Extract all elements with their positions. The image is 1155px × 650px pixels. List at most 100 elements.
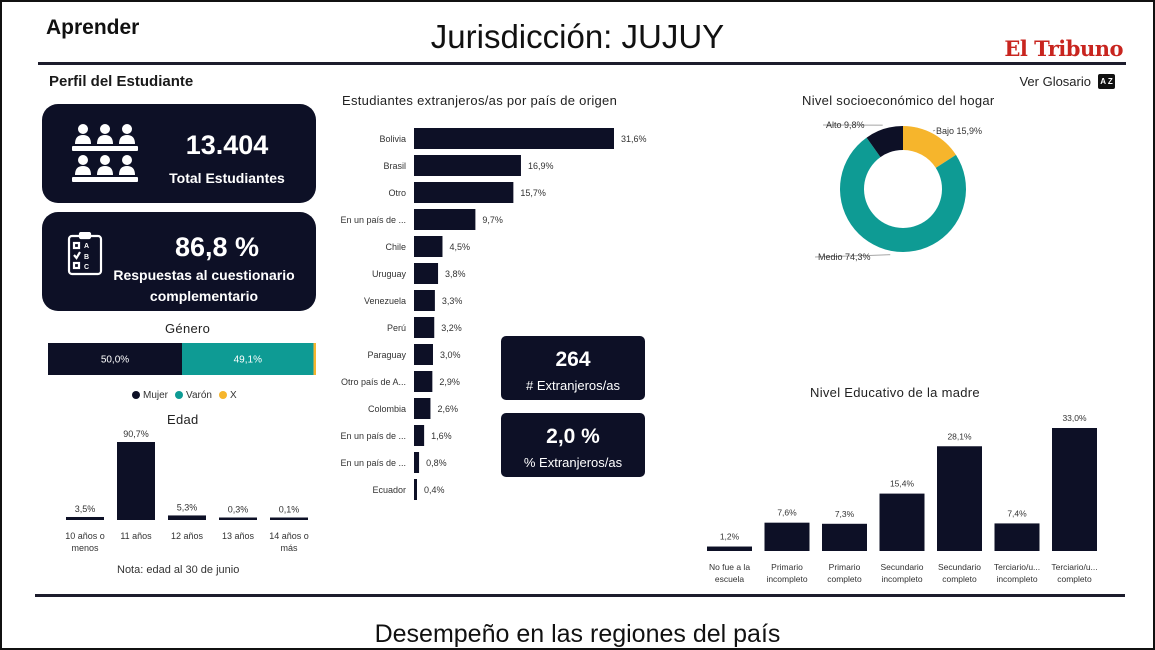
ses-slice-label: Medio 74,3% [818, 252, 871, 262]
mother-edu-tick-label: completo [942, 574, 977, 584]
mother-edu-tick-label: incompleto [881, 574, 922, 584]
foreign-category-label: En un país de ... [340, 431, 406, 441]
foreign-data-label: 4,5% [449, 242, 470, 252]
mother-edu-data-label: 15,4% [890, 479, 915, 489]
age-data-label: 90,7% [123, 429, 149, 439]
mother-edu-tick-label: incompleto [766, 574, 807, 584]
ses-donut-slice [903, 126, 956, 168]
foreign-data-label: 9,7% [482, 215, 503, 225]
foreign-bar [414, 371, 433, 392]
svg-text:A: A [84, 243, 89, 250]
foreign-bar [414, 425, 425, 446]
foreign-bar [414, 317, 435, 338]
gender-bar-segment [182, 343, 314, 375]
foreign-category-label: Ecuador [372, 485, 406, 495]
mother-edu-tick-label: Secundario [880, 562, 923, 572]
ses-chart-title: Nivel socioeconómico del hogar [802, 93, 995, 108]
foreign-data-label: 2,6% [437, 404, 458, 414]
age-chart: 3,5% 10 años o menos 90,7% 11 años 5,3% 12 año… [65, 429, 309, 553]
responses-card: A B C 86,8 % Respuestas al cuestionario … [42, 212, 316, 311]
age-tick-label: 10 años o [65, 531, 105, 541]
mother-edu-tick-label: completo [827, 574, 862, 584]
mother-edu-bar [707, 546, 752, 551]
mother-edu-bar [764, 522, 810, 551]
foreign-pct-card: 2,0 % % Extranjeros/as [501, 413, 645, 477]
foreign-category-label: Otro país de A... [341, 377, 406, 387]
svg-text:C: C [84, 264, 89, 271]
gender-chart-title: Género [165, 321, 211, 336]
age-tick-label: 11 años [120, 531, 152, 541]
mother-edu-bar [1052, 428, 1097, 551]
age-bar [66, 516, 104, 520]
gender-legend-label: Mujer [143, 389, 169, 401]
gender-data-label: 49,1% [234, 355, 262, 366]
age-tick-label: 13 años [222, 531, 255, 541]
mother-edu-tick-label: completo [1057, 574, 1092, 584]
foreign-bar [414, 344, 433, 365]
age-tick-label: menos [71, 543, 99, 553]
foreign-data-label: 31,6% [621, 134, 647, 144]
foreign-data-label: 3,2% [441, 323, 462, 333]
mother-edu-chart-title: Nivel Educativo de la madre [810, 385, 980, 400]
mother-edu-data-label: 7,4% [1007, 508, 1027, 518]
mother-edu-tick-label: Secundario [938, 562, 981, 572]
students-group-icon [72, 124, 138, 182]
ses-slice-label: Bajo 15,9% [936, 126, 982, 136]
mother-edu-tick-label: Primario [771, 562, 803, 572]
footer-title: Desempeño en las regiones del país [374, 620, 781, 648]
gender-legend-label: X [229, 389, 237, 401]
foreign-category-label: Uruguay [372, 269, 407, 279]
page-title: Jurisdicción: JUJUY [430, 18, 725, 55]
foreign-bar [414, 452, 420, 473]
ses-slice-label: Alto 9,8% [826, 120, 865, 130]
foreign-count-label: # Extranjeros/as [526, 378, 620, 393]
foreign-category-label: Paraguay [367, 350, 406, 360]
gender-legend-item: Varón [175, 390, 212, 401]
foreign-category-label: Colombia [368, 404, 406, 414]
age-bar [168, 515, 206, 520]
mother-edu-bar [879, 493, 925, 551]
gender-legend-label: Varón [186, 389, 212, 401]
legend-dot-icon [132, 391, 140, 399]
ses-leader-line [814, 254, 891, 258]
gender-legend: Mujer Varón X [132, 386, 312, 404]
age-data-label: 0,3% [228, 505, 249, 515]
foreign-data-label: 0,8% [426, 458, 447, 468]
foreign-data-label: 3,8% [445, 269, 466, 279]
foreign-category-label: Otro [388, 188, 406, 198]
mother-edu-tick-label: Terciario/u... [1051, 562, 1097, 572]
legend-dot-icon [218, 391, 227, 399]
glossary-link[interactable]: Ver Glosario A Z [1019, 74, 1115, 89]
ses-donut-slice [840, 137, 966, 252]
responses-label-line2: complementario [149, 288, 259, 304]
age-tick-label: más [280, 543, 298, 553]
age-bar [117, 442, 155, 520]
foreign-bar [414, 479, 417, 500]
foreign-category-label: Perú [387, 323, 406, 333]
svg-text:B: B [84, 254, 89, 261]
responses-label: Respuestas al cuestionario complementari… [104, 265, 304, 307]
gender-chart: 50,0% 49,1% [48, 343, 316, 375]
foreign-category-label: Chile [385, 242, 406, 252]
foreign-category-label: Venezuela [364, 296, 406, 306]
foreign-data-label: 16,9% [528, 161, 554, 171]
foreign-bar [414, 209, 476, 230]
mother-edu-tick-label: Terciario/u... [994, 562, 1040, 572]
age-tick-label: 12 años [171, 531, 204, 541]
foreign-bar [414, 236, 443, 257]
gender-bar-segment [48, 343, 182, 375]
age-bar [219, 517, 257, 520]
age-chart-title: Edad [167, 412, 199, 427]
mother-edu-tick-label: No fue a la [709, 562, 750, 572]
gender-bar-segment [313, 343, 316, 375]
age-data-label: 5,3% [177, 502, 198, 512]
mother-edu-data-label: 28,1% [947, 431, 972, 441]
foreign-data-label: 3,3% [442, 296, 463, 306]
ses-donut-chart: Bajo 15,9% Medio 74,3% Alto 9,8% [814, 120, 982, 262]
gender-legend-item: Mujer [132, 390, 168, 401]
glossary-label: Ver Glosario [1019, 74, 1091, 89]
foreign-category-label: En un país de ... [340, 458, 406, 468]
age-note: Nota: edad al 30 de junio [117, 564, 240, 576]
foreign-category-label: Brasil [383, 161, 406, 171]
